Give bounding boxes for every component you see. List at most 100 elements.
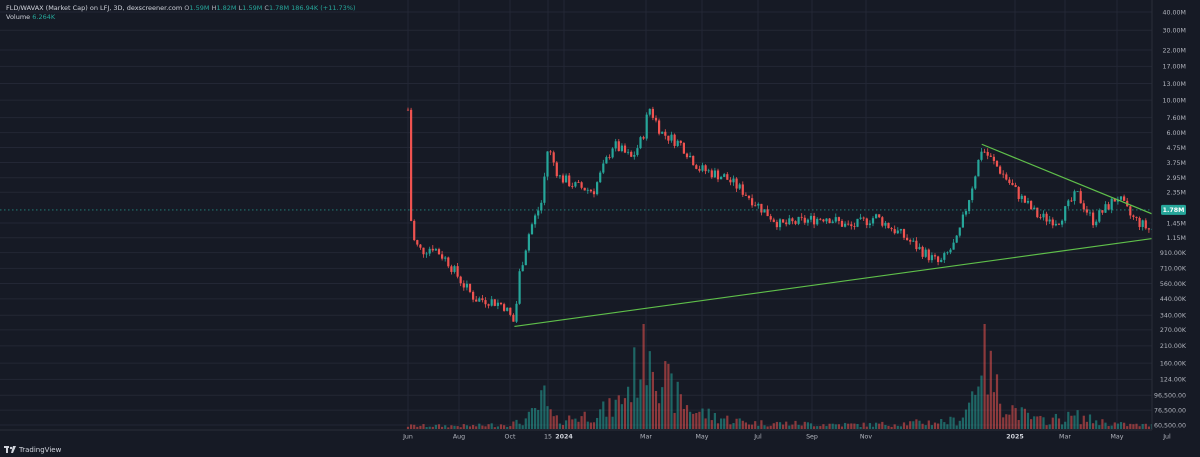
candle-body bbox=[1030, 201, 1033, 210]
volume-bar bbox=[999, 403, 1002, 429]
volume-bar bbox=[720, 418, 723, 429]
candle-body bbox=[1057, 223, 1061, 225]
candle bbox=[524, 249, 527, 266]
volume-bar bbox=[664, 361, 667, 429]
volume-bar bbox=[924, 425, 927, 429]
candle-body bbox=[1042, 213, 1045, 218]
candle bbox=[707, 168, 710, 173]
candle-body bbox=[648, 108, 651, 115]
volume-bar bbox=[437, 424, 441, 429]
candle-body bbox=[915, 240, 918, 250]
candle-body bbox=[1064, 206, 1067, 221]
candle bbox=[648, 108, 651, 117]
volume-bar bbox=[732, 423, 735, 429]
candle-body bbox=[921, 246, 924, 257]
candle-body bbox=[738, 184, 741, 189]
candle bbox=[627, 149, 630, 155]
candle-body bbox=[949, 249, 952, 253]
volume-bar bbox=[785, 421, 788, 429]
volume-bar bbox=[611, 416, 614, 429]
volume-bar bbox=[496, 426, 499, 429]
candle bbox=[592, 188, 596, 198]
candle-body bbox=[530, 224, 534, 235]
volume-bar bbox=[704, 418, 707, 429]
candle-body bbox=[862, 217, 865, 219]
candle bbox=[431, 245, 434, 253]
volume-bar bbox=[630, 402, 633, 429]
candle-body bbox=[534, 215, 537, 225]
y-tick-label: 10.00M bbox=[1163, 97, 1186, 104]
candle-body bbox=[667, 135, 670, 141]
candle bbox=[918, 243, 921, 250]
candle-body bbox=[527, 234, 530, 251]
candle bbox=[816, 217, 819, 226]
candle bbox=[744, 192, 747, 197]
x-tick-label: Jul bbox=[1162, 434, 1171, 441]
candle bbox=[915, 237, 918, 252]
y-tick-label: 270.00K bbox=[1160, 327, 1187, 334]
volume-bar bbox=[1026, 412, 1030, 429]
ohlc-close-key: C bbox=[264, 4, 269, 12]
candle bbox=[747, 195, 751, 201]
candle-body bbox=[788, 218, 791, 225]
candle bbox=[679, 140, 682, 146]
candle bbox=[955, 234, 958, 244]
candle bbox=[419, 243, 422, 250]
candle-body bbox=[580, 182, 583, 188]
volume-bar bbox=[1061, 424, 1064, 429]
volume-bar bbox=[995, 374, 999, 429]
candle bbox=[992, 154, 995, 165]
volume-bar bbox=[1017, 420, 1020, 429]
candle-body bbox=[1033, 207, 1036, 210]
candle bbox=[909, 238, 912, 245]
candle-body bbox=[809, 215, 813, 220]
pair-title[interactable]: FLD/WAVAX (Market Cap) on LFJ, 3D, dexsc… bbox=[6, 4, 183, 12]
candle-body bbox=[933, 255, 937, 257]
candle bbox=[906, 234, 909, 241]
candle bbox=[893, 225, 896, 235]
candle bbox=[459, 275, 462, 287]
candle-body bbox=[422, 247, 425, 255]
candle-body bbox=[1079, 191, 1082, 204]
volume-bar bbox=[679, 394, 682, 429]
candle bbox=[806, 218, 809, 226]
candle-body bbox=[713, 170, 716, 178]
candle-body bbox=[1147, 228, 1150, 230]
tradingview-logo[interactable]: TradingView bbox=[4, 446, 61, 454]
candle bbox=[964, 208, 968, 217]
volume-bar bbox=[509, 426, 512, 429]
candle-body bbox=[912, 240, 915, 242]
candle bbox=[1085, 206, 1088, 216]
candle-body bbox=[778, 219, 782, 228]
candle bbox=[602, 159, 605, 175]
candle-body bbox=[670, 134, 673, 141]
candle bbox=[927, 248, 930, 263]
volume-bar bbox=[468, 426, 472, 429]
volume-bar bbox=[456, 426, 459, 429]
volume-bar bbox=[741, 420, 744, 429]
candle-body bbox=[468, 283, 472, 292]
candle bbox=[462, 280, 465, 291]
candle bbox=[441, 250, 444, 261]
volume-bar bbox=[747, 424, 751, 429]
candle bbox=[853, 222, 856, 230]
candle-body bbox=[574, 182, 577, 187]
volume-bar bbox=[713, 412, 716, 429]
candle bbox=[1020, 193, 1023, 203]
x-tick-label: Sep bbox=[806, 434, 818, 441]
candle-body bbox=[847, 223, 850, 225]
candle bbox=[565, 173, 568, 183]
volume-bar bbox=[1135, 423, 1138, 429]
candle bbox=[1002, 170, 1005, 179]
y-tick-label: 30.00M bbox=[1163, 28, 1186, 35]
candle-body bbox=[710, 170, 713, 178]
volume-bar bbox=[425, 427, 428, 429]
volume-value: 6.264K bbox=[32, 13, 56, 21]
candle bbox=[952, 239, 955, 250]
volume-bar bbox=[1101, 419, 1104, 429]
candle bbox=[871, 216, 875, 227]
candle bbox=[803, 215, 806, 225]
volume-bar bbox=[968, 402, 971, 429]
x-tick-label: May bbox=[1110, 434, 1123, 441]
